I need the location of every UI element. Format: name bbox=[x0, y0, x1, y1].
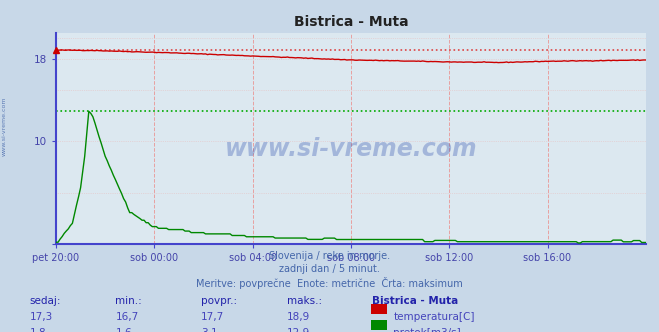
Text: 1,8: 1,8 bbox=[30, 328, 46, 332]
Text: maks.:: maks.: bbox=[287, 296, 322, 306]
Text: www.si-vreme.com: www.si-vreme.com bbox=[225, 137, 477, 161]
Text: 17,7: 17,7 bbox=[201, 312, 224, 322]
Text: 1,6: 1,6 bbox=[115, 328, 132, 332]
Text: www.si-vreme.com: www.si-vreme.com bbox=[2, 96, 7, 156]
Text: 16,7: 16,7 bbox=[115, 312, 138, 322]
Text: Slovenija / reke in morje.: Slovenija / reke in morje. bbox=[269, 251, 390, 261]
Text: 18,9: 18,9 bbox=[287, 312, 310, 322]
Text: 12,9: 12,9 bbox=[287, 328, 310, 332]
Text: 3,1: 3,1 bbox=[201, 328, 217, 332]
Title: Bistrica - Muta: Bistrica - Muta bbox=[294, 15, 408, 29]
Text: sedaj:: sedaj: bbox=[30, 296, 61, 306]
Text: povpr.:: povpr.: bbox=[201, 296, 237, 306]
Text: zadnji dan / 5 minut.: zadnji dan / 5 minut. bbox=[279, 264, 380, 274]
Text: temperatura[C]: temperatura[C] bbox=[393, 312, 475, 322]
Text: 17,3: 17,3 bbox=[30, 312, 53, 322]
Text: pretok[m3/s]: pretok[m3/s] bbox=[393, 328, 461, 332]
Text: min.:: min.: bbox=[115, 296, 142, 306]
Text: Bistrica - Muta: Bistrica - Muta bbox=[372, 296, 459, 306]
Text: Meritve: povprečne  Enote: metrične  Črta: maksimum: Meritve: povprečne Enote: metrične Črta:… bbox=[196, 277, 463, 289]
